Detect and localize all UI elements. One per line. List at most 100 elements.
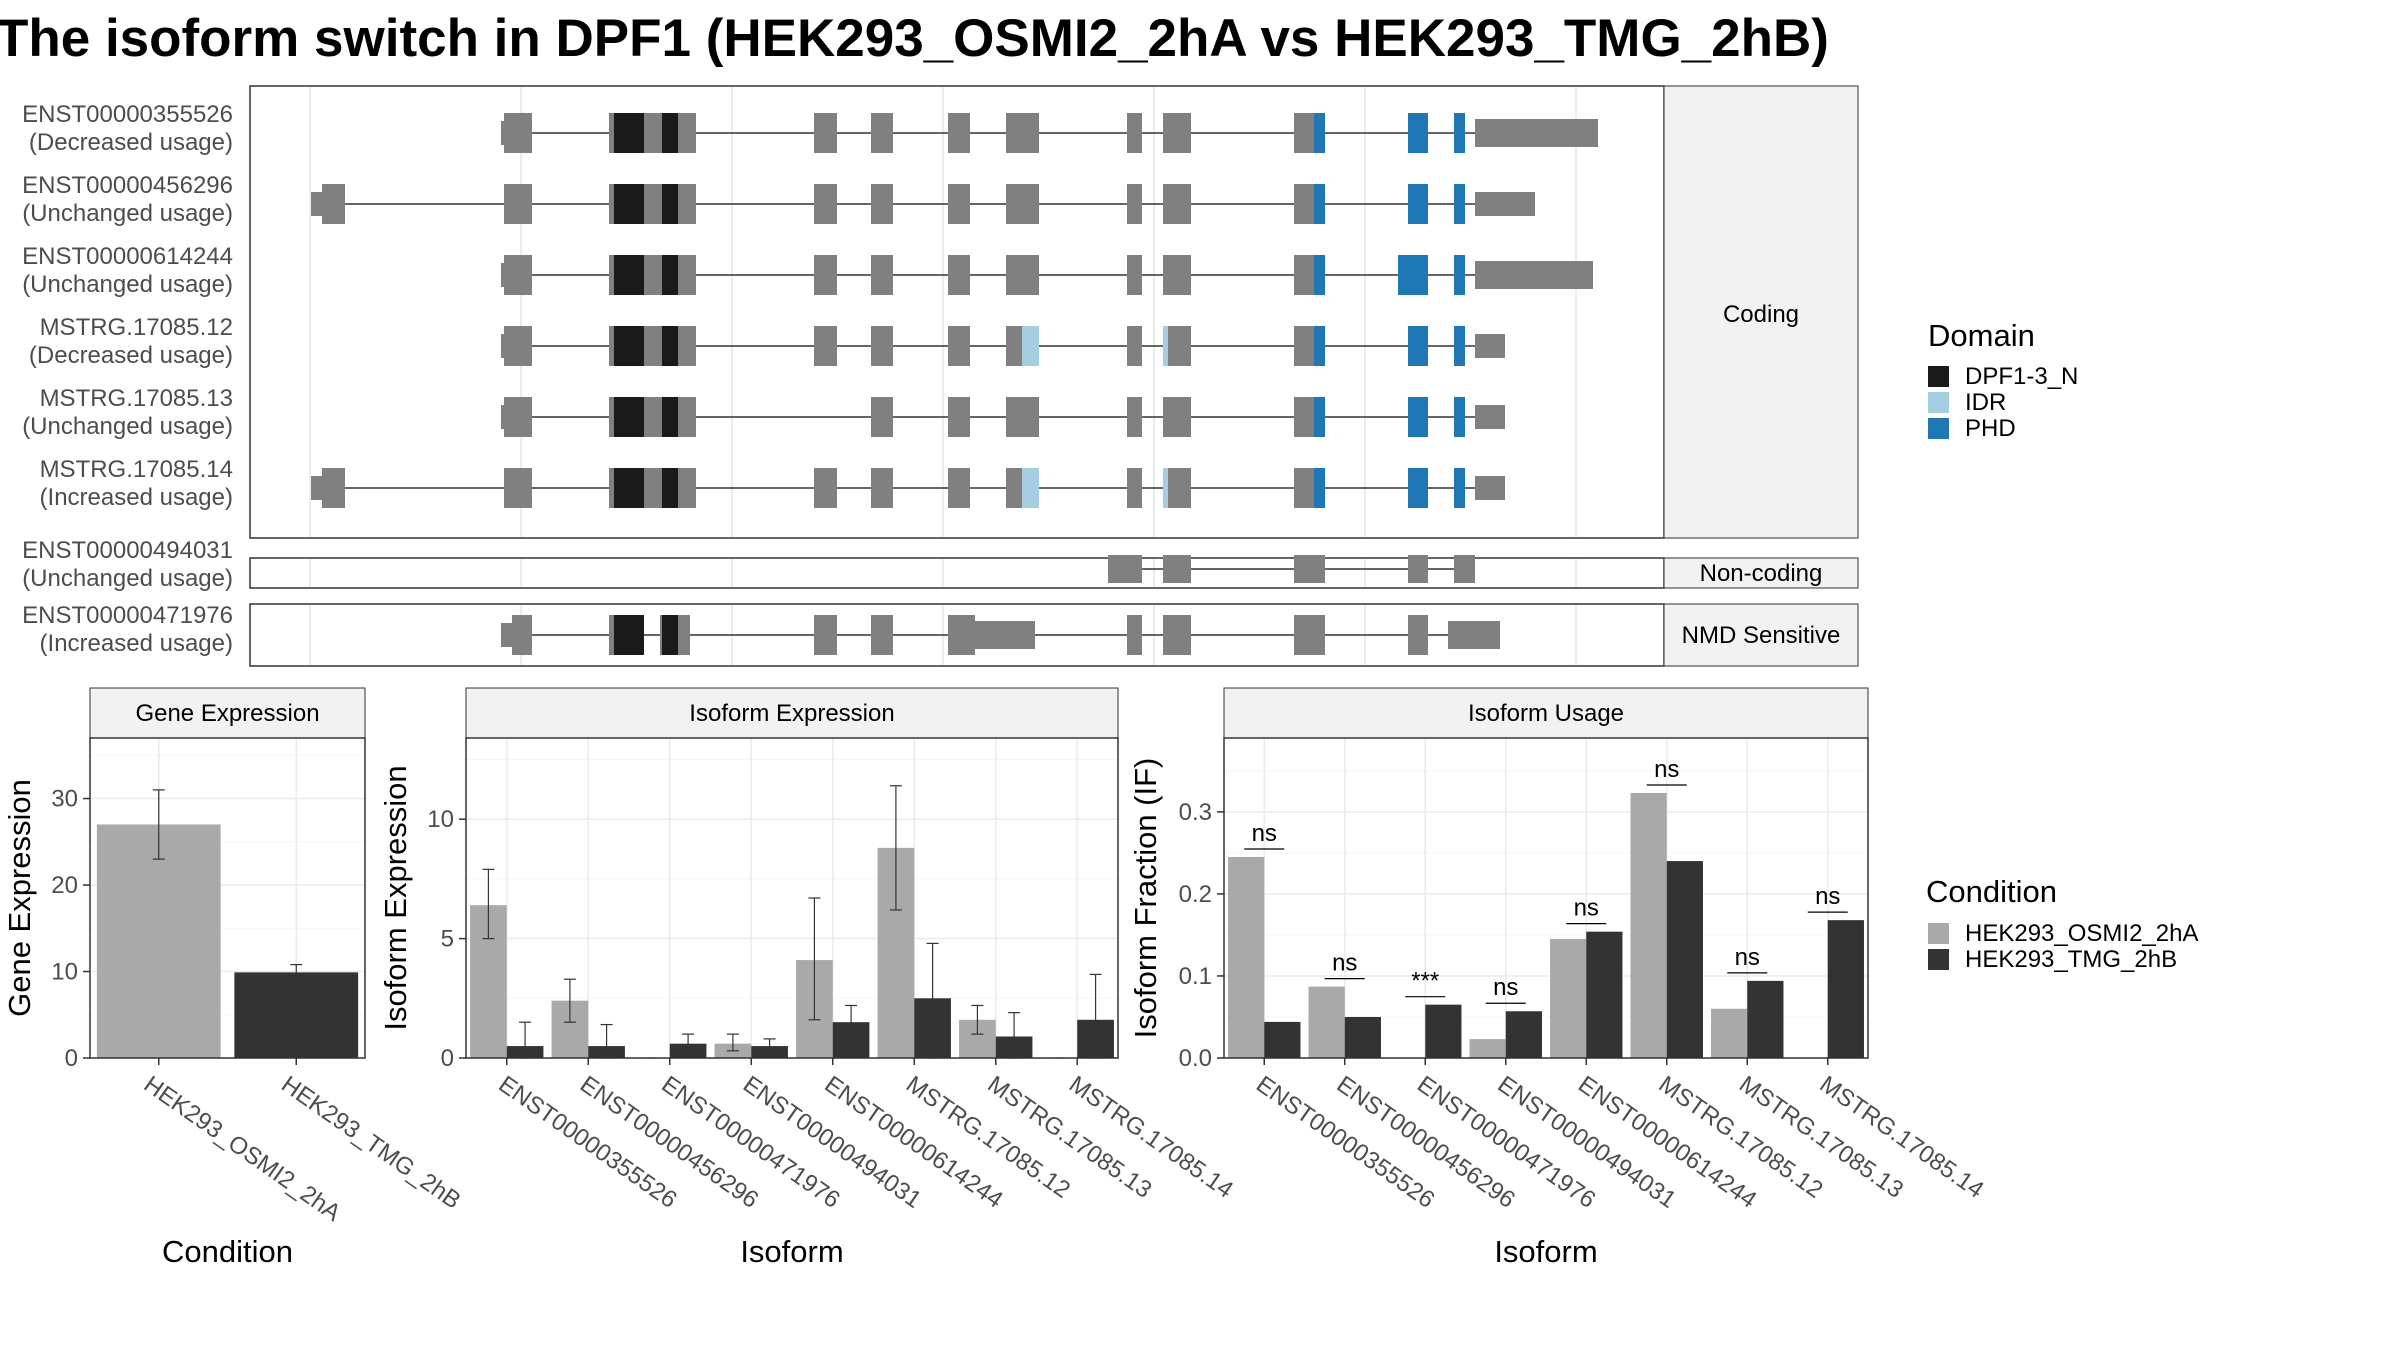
noncoding-strip-label: Non-coding xyxy=(1700,560,1823,587)
bar xyxy=(1747,980,1784,1058)
domain-dpf1-3-n xyxy=(614,326,644,366)
transcript-id-label: MSTRG.17085.12 xyxy=(40,314,233,341)
bar xyxy=(1344,1016,1381,1058)
panel-strip xyxy=(465,687,1119,739)
plot-border xyxy=(465,737,1119,1059)
exon xyxy=(1006,184,1039,224)
exon xyxy=(1163,397,1191,437)
noncoding-strip xyxy=(1663,557,1859,589)
domain-dpf1-3-n xyxy=(662,184,678,224)
domain-dpf1-3-n xyxy=(662,113,678,153)
bar xyxy=(1666,861,1703,1058)
y-tick-label: 0.0 xyxy=(1179,1045,1212,1072)
domain-dpf1-3-n xyxy=(662,326,678,366)
plot-border xyxy=(89,737,366,1059)
domain-legend-title: Domain xyxy=(1928,318,2035,353)
legend-label-dpf1-3-n: DPF1-3_N xyxy=(1965,363,2078,390)
exon xyxy=(948,397,970,437)
utr-exon xyxy=(1475,476,1505,500)
domain-dpf1-3-n xyxy=(614,397,644,437)
exon xyxy=(814,113,837,153)
exon xyxy=(1127,397,1142,437)
transcript-structure-panel: ENST00000355526(Decreased usage) ENST0000… xyxy=(22,85,1859,667)
exon xyxy=(1294,615,1325,655)
exon xyxy=(504,255,532,295)
y-tick-label: 5 xyxy=(441,926,454,953)
exon xyxy=(1454,555,1475,583)
domain-legend: Domain DPF1-3_N IDR PHD xyxy=(1928,318,2078,442)
exon xyxy=(871,397,893,437)
legend-label-cond1: HEK293_OSMI2_2hA xyxy=(1965,920,2198,947)
exon xyxy=(1127,255,1142,295)
bar xyxy=(1425,1004,1462,1058)
noncoding-panel-border xyxy=(249,557,1665,589)
bar xyxy=(1711,1008,1748,1058)
coding-strip xyxy=(1663,85,1859,539)
exon xyxy=(871,468,893,508)
legend-label-cond2: HEK293_TMG_2hB xyxy=(1965,946,2177,973)
exon xyxy=(678,326,692,366)
significance-label: ns xyxy=(1493,974,1518,1001)
exon xyxy=(1408,555,1428,583)
coding-strip-label: Coding xyxy=(1723,301,1799,328)
domain-dpf1-3-n xyxy=(662,468,678,508)
transcript-id-label: ENST00000494031 xyxy=(22,537,233,564)
transcript-id-label: ENST00000355526 xyxy=(22,101,233,128)
domain-idr xyxy=(1022,326,1039,366)
bar xyxy=(1630,792,1667,1058)
bar xyxy=(1586,931,1623,1058)
legend-label-phd: PHD xyxy=(1965,415,2016,442)
domain-phd xyxy=(1454,326,1465,366)
bar xyxy=(1550,939,1587,1058)
x-axis-title: Isoform xyxy=(740,1234,843,1269)
utr-exon xyxy=(1475,261,1593,289)
y-tick-label: 20 xyxy=(51,872,78,899)
transcript-usage-label: (Unchanged usage) xyxy=(22,565,233,592)
utr-exon xyxy=(1475,119,1598,147)
exon xyxy=(1163,255,1191,295)
legend-swatch-cond2 xyxy=(1928,949,1949,970)
exon xyxy=(1408,615,1428,655)
exon xyxy=(1163,113,1191,153)
domain-dpf1-3-n xyxy=(662,397,678,437)
y-tick-label: 0.2 xyxy=(1179,881,1212,908)
significance-label: ns xyxy=(1735,944,1760,971)
exon xyxy=(512,615,532,655)
bar xyxy=(1264,1021,1301,1058)
exon xyxy=(1127,184,1142,224)
utr-exon xyxy=(975,621,1035,649)
exon xyxy=(322,184,345,224)
x-axis-title: Isoform xyxy=(1494,1234,1597,1269)
nmd-strip-label: NMD Sensitive xyxy=(1682,622,1841,649)
exon xyxy=(948,113,970,153)
domain-idr xyxy=(1163,468,1168,508)
exon xyxy=(814,468,837,508)
plot-border xyxy=(1223,737,1869,1059)
domain-idr xyxy=(1022,468,1039,508)
transcript-usage-label: (Decreased usage) xyxy=(29,129,233,156)
significance-label: ns xyxy=(1574,895,1599,922)
exon xyxy=(678,468,692,508)
exon xyxy=(1006,113,1039,153)
exon xyxy=(814,255,837,295)
y-tick-label: 0 xyxy=(65,1045,78,1072)
exon xyxy=(678,113,692,153)
exon xyxy=(504,468,532,508)
utr-exon xyxy=(311,476,322,500)
transcript-id-label: MSTRG.17085.13 xyxy=(40,385,233,412)
exon xyxy=(1006,255,1039,295)
exon xyxy=(871,113,893,153)
domain-phd xyxy=(1408,397,1428,437)
domain-phd xyxy=(1454,468,1465,508)
significance-label: ns xyxy=(1815,883,1840,910)
domain-phd xyxy=(1314,326,1325,366)
exon xyxy=(948,615,975,655)
domain-dpf1-3-n xyxy=(614,113,644,153)
exon xyxy=(1006,397,1039,437)
transcript-usage-label: (Unchanged usage) xyxy=(22,200,233,227)
exon xyxy=(871,184,893,224)
nmd-strip xyxy=(1663,603,1859,667)
exon xyxy=(1108,555,1142,583)
exon xyxy=(322,468,345,508)
